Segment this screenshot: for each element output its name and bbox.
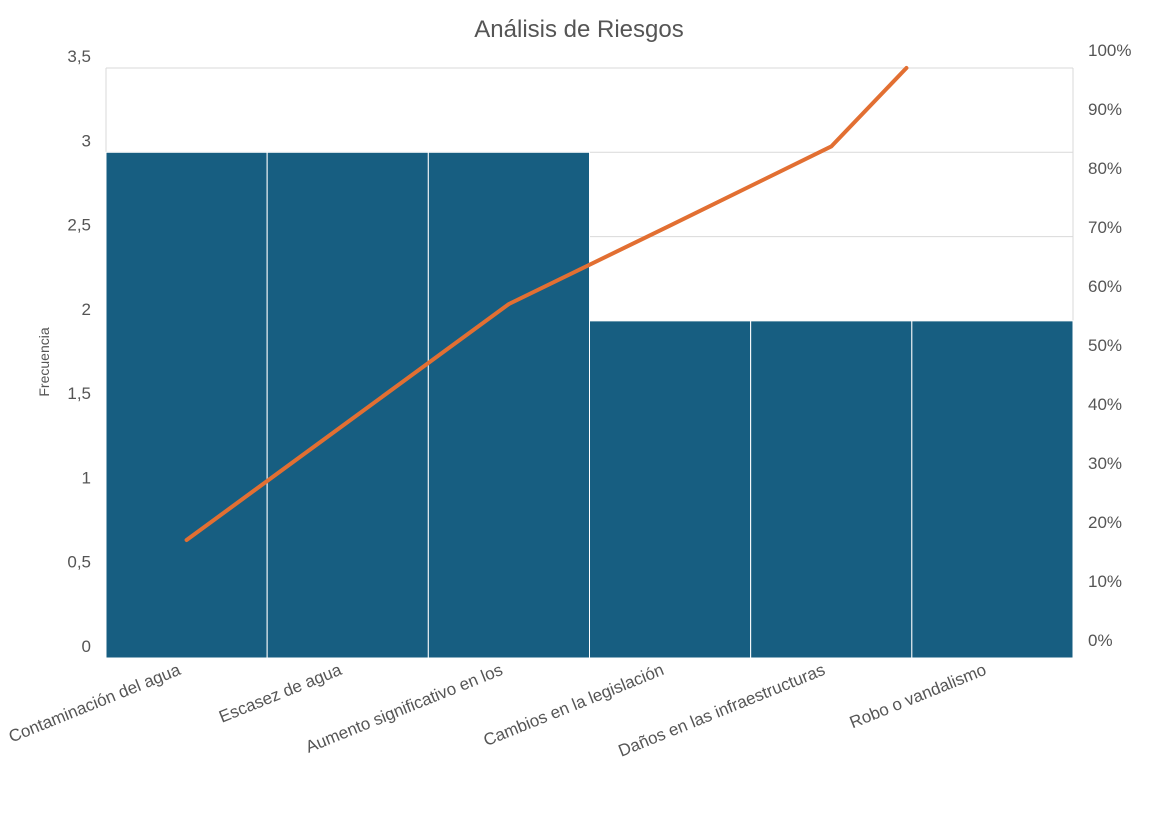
y2-axis-ticks: 0% 10% 20% 30% 40% 50% 60% 70% 80% 90% 100%: [1088, 41, 1131, 650]
bar-3: [427, 151, 591, 659]
bar-2: [266, 151, 429, 659]
y2-tick-label: 20%: [1088, 513, 1122, 532]
y2-tick-label: 60%: [1088, 277, 1122, 296]
cumulative-line-path: [184, 66, 909, 542]
y-axis-label: Frecuencia: [36, 327, 52, 396]
y-tick-label: 2: [82, 300, 91, 319]
chart-title: Análisis de Riesgos: [474, 16, 683, 43]
y-tick-label: 2,5: [67, 216, 91, 235]
y2-tick-label: 50%: [1088, 336, 1122, 355]
bar-6: [911, 320, 1074, 659]
y2-tick-label: 100%: [1088, 41, 1131, 60]
y-tick-label: 1: [82, 468, 91, 487]
cumulative-line: [184, 66, 909, 542]
y-tick-label: 0,5: [67, 553, 91, 572]
bars: [105, 151, 1074, 659]
bar-4: [589, 320, 752, 659]
y-tick-label: 3,5: [67, 47, 91, 66]
x-axis-labels: Contaminación del agua Escasez de aguaAum…: [6, 660, 989, 761]
y2-tick-label: 0%: [1088, 631, 1113, 650]
y-tick-label: 1,5: [67, 384, 91, 403]
y2-tick-label: 10%: [1088, 572, 1122, 591]
y-tick-label: 0: [82, 637, 91, 656]
y-axis-ticks: 0 0,5 1 1,5 2 2,5 3 3,5: [67, 47, 91, 656]
y-tick-label: 3: [82, 131, 91, 150]
x-tick-label: Escasez de agua: [216, 660, 345, 727]
y2-tick-label: 90%: [1088, 100, 1122, 119]
bar-5: [750, 320, 913, 659]
y2-tick-label: 40%: [1088, 395, 1122, 414]
y2-tick-label: 70%: [1088, 218, 1122, 237]
x-tick-label: Robo o vandalismo: [847, 660, 989, 732]
bar-1: [105, 151, 268, 659]
y2-tick-label: 30%: [1088, 454, 1122, 473]
x-tick-label: Contaminación del agua: [6, 660, 184, 747]
y2-tick-label: 80%: [1088, 159, 1122, 178]
